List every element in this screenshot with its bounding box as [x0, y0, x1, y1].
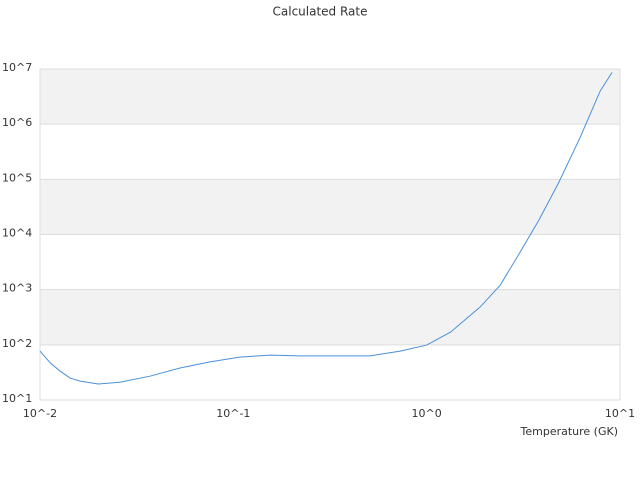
x-tick-label: 10^1: [605, 407, 635, 420]
grid-band: [40, 179, 620, 235]
y-tick-label: 10^4: [2, 227, 32, 240]
y-tick-label: 10^3: [2, 282, 32, 295]
data-line: [39, 72, 613, 385]
grid-band: [40, 289, 620, 345]
x-tick-label: 10^0: [412, 407, 442, 420]
y-tick-label: 10^5: [2, 171, 32, 184]
grid-band: [40, 69, 620, 125]
y-tick-label: 10^7: [2, 61, 32, 74]
y-tick-label: 10^1: [2, 392, 32, 405]
x-tick-label: 10^-1: [216, 407, 250, 420]
y-tick-label: 10^2: [2, 337, 32, 350]
plot-background: [40, 69, 620, 345]
chart-title: Calculated Rate: [273, 5, 368, 19]
x-axis-label: Temperature (GK): [520, 425, 619, 438]
x-tick-label: 10^-2: [23, 407, 57, 420]
y-tick-label: 10^6: [2, 116, 32, 129]
